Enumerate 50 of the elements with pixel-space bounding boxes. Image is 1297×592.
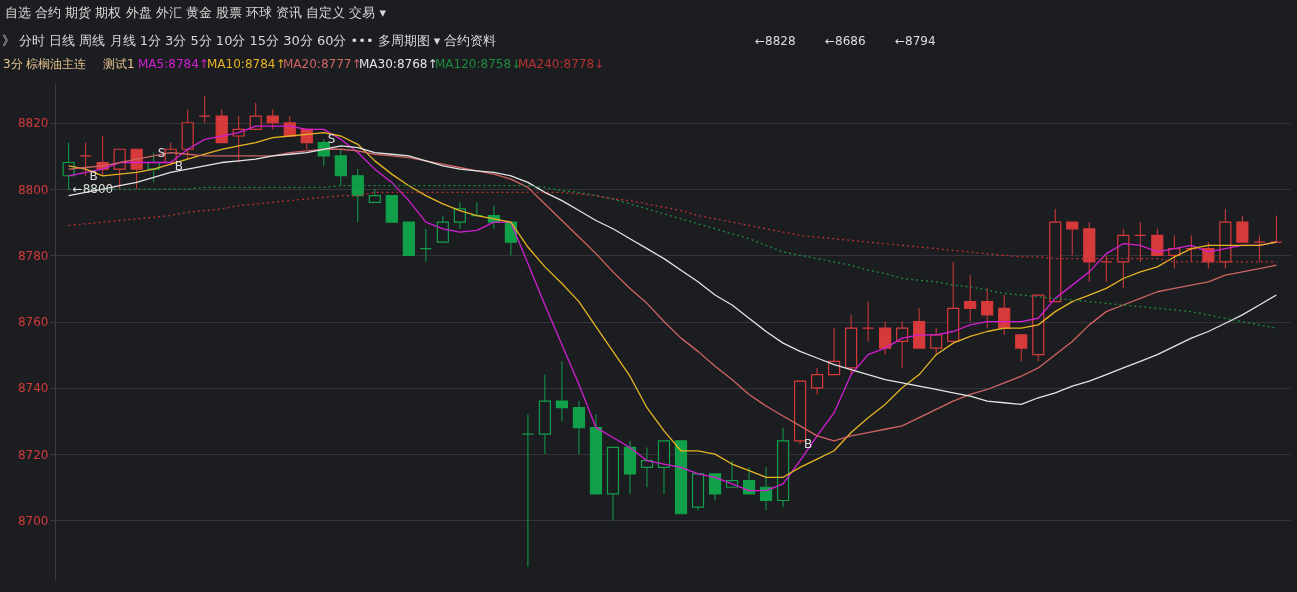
candlestick [555, 360, 569, 422]
candlestick [198, 95, 211, 124]
candlestick [981, 287, 994, 329]
candlestick [810, 367, 824, 395]
candlestick [521, 413, 535, 568]
text: MA5:8784↑ [138, 57, 209, 71]
candlestick [79, 142, 92, 177]
candlestick [862, 301, 875, 342]
text: 自选 合约 期货 期权 外盘 外汇 黄金 股票 环球 资讯 自定义 交易 ▾ [5, 5, 387, 20]
candlestick [742, 466, 756, 495]
y-tick-label: 8800 [17, 182, 49, 197]
annotation: B [174, 158, 183, 173]
y-tick-label: 8700 [17, 513, 49, 528]
candlestick [1134, 221, 1147, 263]
annotation: B [804, 437, 813, 452]
chart-title: 3分 棕榈油主连 [3, 57, 87, 71]
candlestick [1185, 234, 1198, 263]
candlestick [879, 321, 892, 356]
candlestick [351, 168, 364, 223]
y-tick-label: 8760 [17, 315, 49, 330]
candlestick [1236, 215, 1249, 243]
candlestick [1015, 334, 1028, 362]
chart-subtitle: 测试1 [103, 57, 135, 71]
candlestick [964, 274, 977, 323]
candlestick [1151, 228, 1164, 256]
text: ←8794 [895, 34, 936, 48]
annotation: B [89, 168, 98, 183]
y-tick-label: 8780 [17, 248, 49, 263]
candlestick [930, 327, 943, 356]
annotation: S [327, 132, 336, 147]
candlestick [419, 228, 432, 263]
candlestick [1100, 254, 1113, 283]
candlestick [453, 201, 466, 230]
candlestick [1270, 215, 1283, 243]
candlestick [436, 215, 449, 243]
candlestick [334, 148, 347, 187]
candlestick [640, 446, 654, 488]
text: ←8828 [755, 34, 796, 48]
candlestick [1253, 234, 1266, 263]
text: ←8686 [825, 34, 866, 48]
y-tick-label: 8740 [17, 381, 49, 396]
candlestick [572, 400, 586, 455]
candlestick [708, 473, 722, 501]
candlestick [62, 142, 75, 190]
candlestick [113, 148, 126, 190]
y-tick-label: 8720 [17, 447, 49, 462]
y-tick-label: 8820 [17, 116, 49, 131]
candlestick [266, 109, 279, 130]
candlestick [470, 201, 483, 217]
text: 》 分时 日线 周线 月线 1分 3分 5分 10分 15分 30分 60分 ••• 多周期图 ▾ 合约资料 [2, 33, 497, 48]
